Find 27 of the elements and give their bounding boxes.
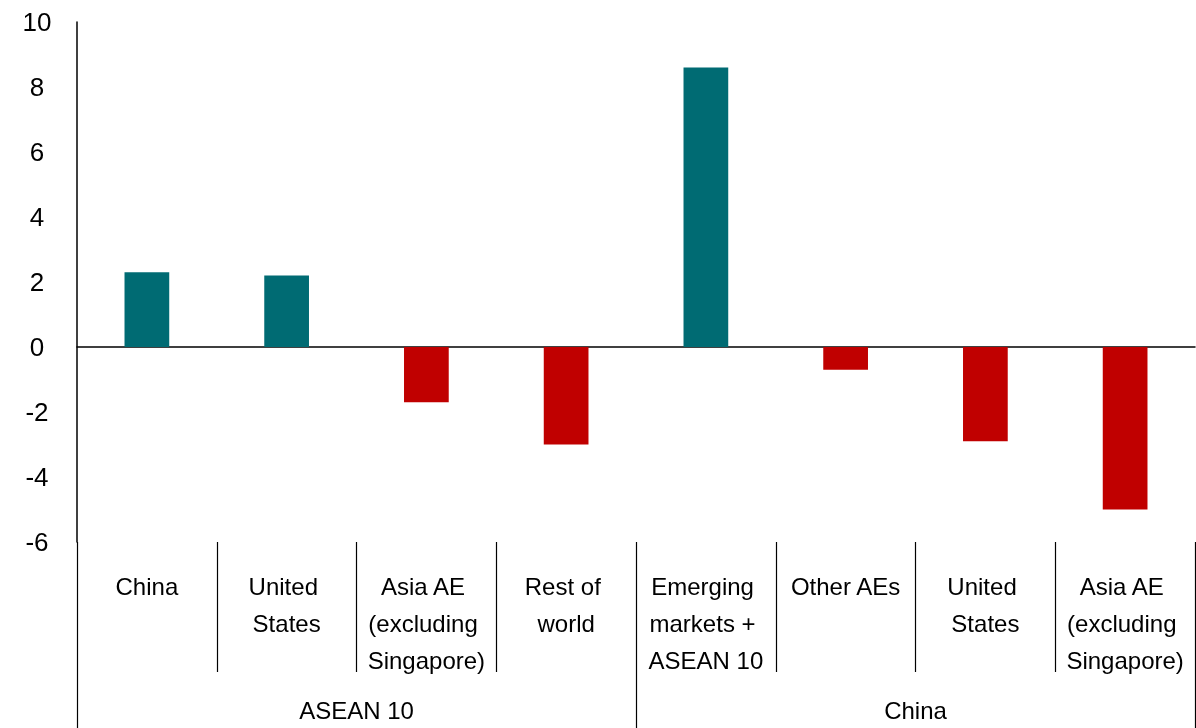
y-tick-label: 2 (29, 267, 45, 297)
x-tick-label: Asia AE (excluding Singapore) (367, 573, 486, 674)
bar (1102, 347, 1148, 510)
x-tick-label: United States (248, 573, 325, 637)
x-tick-label: China (115, 573, 179, 600)
y-tick-label: 0 (29, 332, 45, 362)
y-tick-label: -4 (25, 462, 49, 492)
bar (683, 67, 729, 347)
text: ASEAN 10 (299, 696, 414, 724)
x-tick-label: Rest of world (524, 573, 608, 637)
x-tick-label: Other AEs (790, 573, 901, 600)
bar (404, 347, 449, 403)
y-tick-label: 6 (29, 137, 45, 167)
y-tick-label: -6 (25, 527, 49, 557)
bar (264, 275, 309, 347)
y-tick-label: 4 (29, 202, 45, 232)
x-tick-label: Asia AE (excluding Singapore) (1066, 573, 1184, 674)
y-tick-label: -2 (25, 397, 49, 427)
bar (124, 272, 170, 347)
x-tick-label: United States (947, 573, 1024, 637)
y-tick-label: 10 (22, 7, 52, 37)
bar (963, 347, 1008, 442)
y-tick-label: 8 (29, 72, 45, 102)
text: China (884, 696, 948, 724)
x-tick-label: Emerging markets + ASEAN 10 (648, 573, 764, 674)
bar (823, 347, 868, 370)
bar (543, 347, 589, 445)
